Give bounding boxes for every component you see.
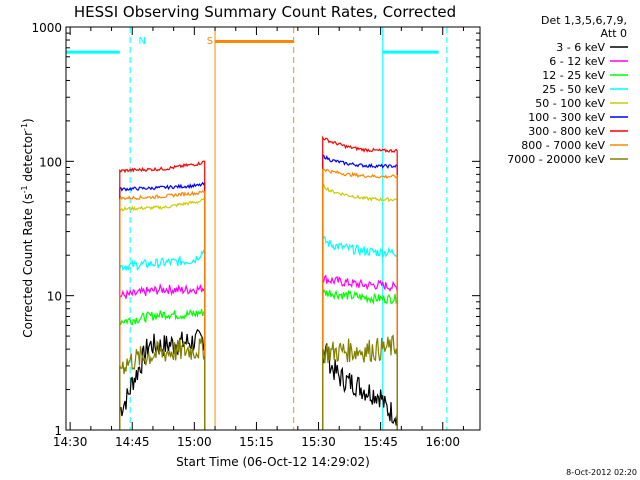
series-line <box>119 160 206 430</box>
legend-header-line1: Det 1,3,5,6,7,9, <box>541 14 627 27</box>
series-line <box>119 197 206 430</box>
series-6 <box>119 135 398 430</box>
chart-title: HESSI Observing Summary Count Rates, Cor… <box>74 3 456 21</box>
series-line <box>322 343 398 430</box>
saa-flag-label: S <box>207 36 213 47</box>
legend-label: 12 - 25 keV <box>542 69 605 82</box>
series-line <box>322 289 398 430</box>
series-line <box>322 168 398 430</box>
x-tick-label: 15:15 <box>239 435 274 449</box>
legend-label: 100 - 300 keV <box>528 111 605 124</box>
legend-label: 25 - 50 keV <box>542 83 605 96</box>
series-4 <box>119 183 398 430</box>
series-line <box>322 135 398 430</box>
legend-label: 300 - 800 keV <box>528 125 605 138</box>
legend-label: 800 - 7000 keV <box>521 139 605 152</box>
y-axis: 1 10 100 1000 <box>31 21 480 438</box>
series-8 <box>119 334 398 430</box>
y-tick-label: 1 <box>54 424 62 438</box>
y-tick-label: 100 <box>39 155 62 169</box>
series-line <box>119 336 206 430</box>
x-axis-title: Start Time (06-Oct-12 14:29:02) <box>176 455 370 469</box>
x-tick-label: 14:45 <box>115 435 150 449</box>
x-axis: 14:30 14:45 15:00 15:15 15:30 15:45 16:00 <box>53 27 464 449</box>
series-3 <box>119 235 398 430</box>
series-2 <box>119 289 398 430</box>
plot-frame <box>65 26 481 431</box>
series-line <box>119 308 206 430</box>
y-tick-label: 10 <box>47 290 62 304</box>
series-line <box>119 328 206 430</box>
legend-label: 3 - 6 keV <box>556 41 605 54</box>
legend-header-line2: Att 0 <box>601 27 627 40</box>
legend-label: 6 - 12 keV <box>549 55 605 68</box>
x-tick-label: 16:00 <box>425 435 460 449</box>
series-7 <box>119 168 398 430</box>
series-line <box>322 334 398 430</box>
series-layer <box>119 135 398 430</box>
series-line <box>322 183 398 430</box>
legend-label: 50 - 100 keV <box>535 97 605 110</box>
series-line <box>119 282 206 430</box>
night-flag-label: N <box>138 36 145 47</box>
series-5 <box>119 154 398 430</box>
x-tick-label: 14:30 <box>53 435 88 449</box>
legend-label: 7000 - 20000 keV <box>507 153 605 166</box>
date-stamp: 8-Oct-2012 02:20 <box>566 468 637 477</box>
x-tick-label: 15:00 <box>177 435 212 449</box>
series-line <box>322 235 398 430</box>
series-line <box>322 274 398 430</box>
series-line <box>119 181 206 430</box>
x-tick-label: 15:45 <box>363 435 398 449</box>
x-tick-label: 15:30 <box>301 435 336 449</box>
y-tick-label: 1000 <box>31 21 62 35</box>
series-line <box>119 248 206 430</box>
series-line <box>322 154 398 430</box>
series-1 <box>119 274 398 430</box>
y-axis-title: Corrected Count Rate (s-1 detector-1) <box>20 118 35 337</box>
series-0 <box>119 328 398 430</box>
series-line <box>119 190 206 430</box>
